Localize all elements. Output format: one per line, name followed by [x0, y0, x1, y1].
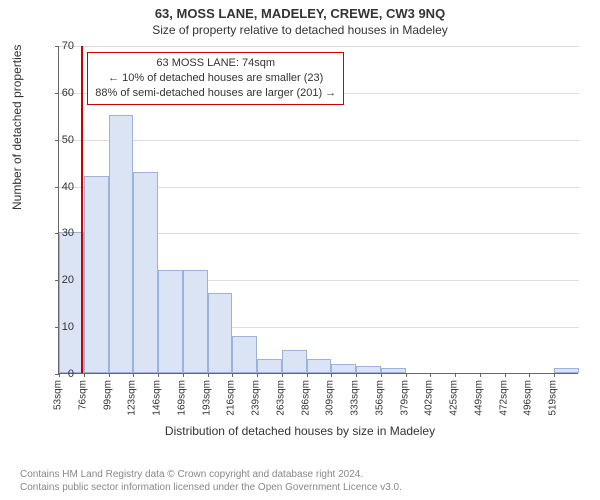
x-tick-label: 449sqm [473, 380, 484, 416]
x-tick-label: 379sqm [399, 380, 410, 416]
x-tick-label: 123sqm [127, 380, 138, 416]
histogram-bar [84, 176, 109, 373]
page-subtitle: Size of property relative to detached ho… [0, 21, 600, 37]
x-tick-label: 472sqm [498, 380, 509, 416]
info-box-smaller: ← 10% of detached houses are smaller (23… [95, 71, 336, 86]
histogram-bar [133, 172, 158, 373]
x-tick-label: 356sqm [374, 380, 385, 416]
reference-line [81, 46, 83, 373]
histogram-bar [381, 368, 406, 373]
y-tick-label: 70 [44, 40, 74, 52]
histogram-bar [208, 293, 233, 373]
info-box: 63 MOSS LANE: 74sqm← 10% of detached hou… [87, 52, 344, 105]
histogram-bar [158, 270, 183, 373]
footer-line-1: Contains HM Land Registry data © Crown c… [20, 468, 580, 481]
histogram-bar [307, 359, 332, 373]
gridline [59, 46, 579, 47]
x-tick-label: 76sqm [77, 380, 88, 410]
gridline [59, 140, 579, 141]
x-tick-label: 99sqm [102, 380, 113, 410]
x-tick-label: 402sqm [424, 380, 435, 416]
y-tick-label: 60 [44, 87, 74, 99]
histogram-bar [257, 359, 282, 373]
histogram-bar [554, 368, 579, 373]
histogram-bar [59, 232, 84, 373]
info-box-title: 63 MOSS LANE: 74sqm [95, 56, 336, 71]
y-tick-label: 30 [44, 227, 74, 239]
x-tick-label: 263sqm [275, 380, 286, 416]
footer-attribution: Contains HM Land Registry data © Crown c… [20, 468, 580, 494]
x-tick-label: 496sqm [523, 380, 534, 416]
y-tick-label: 0 [44, 368, 74, 380]
chart-plot-area: 63 MOSS LANE: 74sqm← 10% of detached hou… [58, 46, 578, 374]
x-tick-label: 216sqm [226, 380, 237, 416]
x-tick-label: 425sqm [449, 380, 460, 416]
histogram-bar [183, 270, 208, 373]
page-title: 63, MOSS LANE, MADELEY, CREWE, CW3 9NQ [0, 0, 600, 21]
histogram-bar [109, 115, 134, 373]
y-tick-label: 40 [44, 181, 74, 193]
x-axis-label: Distribution of detached houses by size … [0, 424, 600, 438]
x-tick-label: 309sqm [325, 380, 336, 416]
info-box-larger: 88% of semi-detached houses are larger (… [95, 86, 336, 101]
histogram-bar [232, 336, 257, 373]
footer-line-2: Contains public sector information licen… [20, 481, 580, 494]
histogram-bar [356, 366, 381, 373]
histogram-bar [282, 350, 307, 373]
y-axis-label: Number of detached properties [10, 45, 24, 210]
y-tick-label: 20 [44, 274, 74, 286]
y-tick-label: 10 [44, 321, 74, 333]
x-tick-label: 333sqm [350, 380, 361, 416]
x-tick-label: 53sqm [53, 380, 64, 410]
x-tick-label: 286sqm [300, 380, 311, 416]
x-tick-label: 193sqm [201, 380, 212, 416]
x-tick-label: 239sqm [251, 380, 262, 416]
y-tick-label: 50 [44, 134, 74, 146]
histogram-bar [331, 364, 356, 373]
x-tick-label: 519sqm [548, 380, 559, 416]
x-tick-label: 169sqm [176, 380, 187, 416]
x-tick-label: 146sqm [152, 380, 163, 416]
